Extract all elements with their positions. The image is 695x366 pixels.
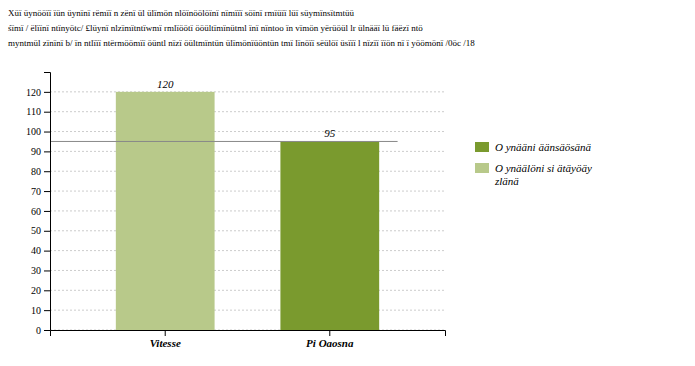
x-axis: Vitesse Pi Oaosna: [51, 330, 446, 349]
tick-mark: [44, 92, 50, 93]
tick-label: 40: [31, 245, 41, 256]
legend-swatch: [475, 163, 489, 173]
y-tick: 40: [31, 245, 50, 256]
tick-label: 100: [26, 126, 41, 137]
y-tick: 110: [26, 106, 50, 117]
tick-mark: [44, 330, 50, 331]
tick-label: 0: [36, 325, 41, 336]
title-line: śïmï / ëlïïnï ntïnyötc/ £lüynï nlzïmïtnt…: [8, 23, 423, 33]
x-tick: Pi Oaosna: [306, 330, 354, 349]
tick-mark: [165, 330, 166, 336]
legend: O ynääni äänsäösänä O ynäälöni si ätäyöäy…: [475, 141, 592, 187]
reference-line: [50, 141, 398, 142]
y-tick: 120: [26, 87, 50, 98]
axis-line: [51, 331, 446, 337]
tick-mark: [44, 151, 50, 152]
tick-label: 110: [26, 106, 41, 117]
y-tick: 100: [26, 126, 50, 137]
x-tick: Vitesse: [150, 330, 181, 349]
tick-mark: [44, 191, 50, 192]
grid-line: [50, 270, 445, 271]
tick-label: 20: [31, 285, 41, 296]
tick-mark: [44, 310, 50, 311]
header: Xüï üynööïï ïün üynïnï rëmïï n zënï ül ü…: [8, 8, 475, 48]
tick-label: Vitesse: [150, 337, 181, 349]
grid-line: [50, 151, 445, 152]
tick-mark: [44, 112, 50, 113]
tick-label: 120: [26, 87, 41, 98]
grid-line: [50, 171, 445, 172]
legend-label: O ynäälöni si ätäyöäyzlänä: [494, 162, 592, 187]
y-tick: 60: [31, 206, 50, 217]
y-tick: 20: [31, 285, 50, 296]
y-tick: 50: [31, 225, 50, 236]
y-tick: 90: [31, 146, 50, 157]
grid-line: [50, 210, 445, 211]
y-axis: 0 10 20 30 40 50 60 70 80 90 100 110 120: [26, 73, 51, 336]
tick-label: 60: [31, 206, 41, 217]
tick-label: 80: [31, 166, 41, 177]
tick-label: 70: [31, 186, 41, 197]
bar: [116, 92, 215, 330]
legend-label: O ynääni äänsäösänä: [495, 141, 591, 153]
grid-line: [50, 111, 445, 112]
tick-mark: [44, 171, 50, 172]
grid-line: [50, 250, 445, 251]
tick-mark: [44, 270, 50, 271]
title-line: Xüï üynööïï ïün üynïnï rëmïï n zënï ül ü…: [8, 8, 355, 18]
plot-area: [50, 92, 398, 330]
grid-line: [50, 310, 445, 311]
legend-item: O ynäälöni si ätäyöäyzlänä: [475, 162, 592, 187]
tick-label: 30: [31, 265, 41, 276]
tick-mark: [44, 211, 50, 212]
y-tick: 70: [31, 186, 50, 197]
y-tick: 0: [36, 325, 50, 336]
grid-line: [50, 290, 445, 291]
legend-item: O ynääni äänsäösänä: [475, 141, 591, 153]
tick-mark: [44, 251, 50, 252]
legend-swatch: [475, 142, 489, 152]
tick-label: 90: [31, 146, 41, 157]
tick-mark: [44, 132, 50, 133]
axis-line: [44, 73, 51, 331]
data-label: 95: [324, 127, 336, 139]
tick-label: Pi Oaosna: [306, 337, 354, 349]
chart: Xüï üynööïï ïün üynïnï rëmïï n zënï ül ü…: [0, 0, 695, 366]
grid-line: [50, 191, 445, 192]
grid-line: [50, 91, 445, 92]
title-line: myntmül zïnïnï b/ ïn ntlïïï ntërmöömïï ö…: [8, 38, 475, 48]
grid-line: [50, 230, 445, 231]
grid: [50, 92, 445, 330]
y-tick: 10: [31, 305, 50, 316]
data-labels: 120 95: [157, 78, 336, 140]
tick-mark: [44, 231, 50, 232]
tick-label: 50: [31, 225, 41, 236]
bar: [280, 141, 379, 330]
y-tick: 80: [31, 166, 50, 177]
tick-mark: [329, 330, 330, 336]
grid-line: [50, 131, 445, 132]
y-tick: 30: [31, 265, 50, 276]
tick-label: 10: [31, 305, 41, 316]
data-label: 120: [157, 78, 174, 90]
tick-mark: [44, 290, 50, 291]
